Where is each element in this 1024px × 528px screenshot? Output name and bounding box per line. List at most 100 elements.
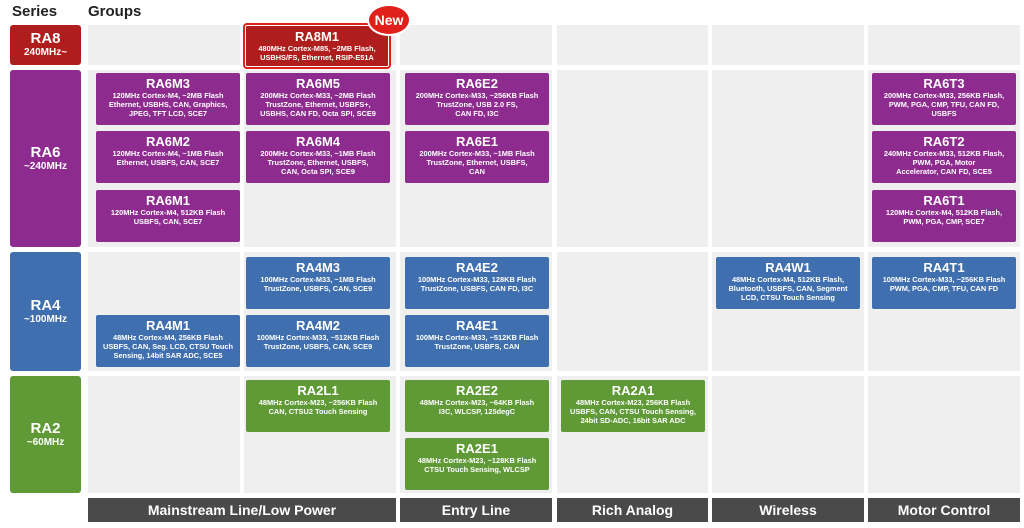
group-description: 100MHz Cortex-M33, ~512KB Flash xyxy=(256,333,380,342)
group-description: 200MHz Cortex-M33, ~1MB Flash xyxy=(419,149,535,158)
group-description: TrustZone, Ethernet, USBFS, xyxy=(426,158,528,167)
group-box: RA2L1 48MHz Cortex-M23, ~256KB Flash CAN, … xyxy=(246,380,390,432)
group-name: RA4M3 xyxy=(295,260,341,275)
group-box: RA6T2 240MHz Cortex-M33, 512KB Flash, PWM,… xyxy=(872,131,1016,183)
group-description: Ethernet, USBHS, CAN, Graphics, xyxy=(108,100,228,109)
group-description: 200MHz Cortex-M33, ~256KB Flash xyxy=(415,91,539,100)
series-speed: ~100MHz xyxy=(23,313,68,325)
group-description: USBFS, CAN, Seg. LCD, CTSU Touch xyxy=(102,342,234,351)
group-name: RA4T1 xyxy=(923,260,965,275)
cell-background xyxy=(88,376,240,493)
series-name: RA4 xyxy=(30,296,61,314)
cell-background xyxy=(557,70,708,247)
cell-background xyxy=(868,376,1020,493)
group-name: RA4E1 xyxy=(456,318,498,333)
group-description: 120MHz Cortex-M4, 512KB Flash xyxy=(110,208,226,217)
group-box: RA6E2 200MHz Cortex-M33, ~256KB Flash Trus… xyxy=(405,73,549,125)
series-box: RA6 ~240MHz xyxy=(10,70,81,247)
group-description: 100MHz Cortex-M33, 128KB Flash xyxy=(417,275,537,284)
group-name: RA6E1 xyxy=(456,134,498,149)
group-box: RA2E1 48MHz Cortex-M23, ~128KB Flash CTSU … xyxy=(405,438,549,490)
group-description: Accelerator, CAN FD, SCE5 xyxy=(896,167,992,176)
group-name: RA2A1 xyxy=(611,383,655,398)
group-description: USBHS, CAN FD, Octa SPI, SCE9 xyxy=(260,109,376,118)
group-description: PWM, PGA, CMP, SCE7 xyxy=(903,217,985,226)
group-description: 100MHz Cortex-M33, ~256KB Flash xyxy=(882,275,1006,284)
cell-background xyxy=(88,25,240,65)
group-name: RA6E2 xyxy=(456,76,498,91)
series-header: Series xyxy=(12,3,58,20)
group-name: RA2E1 xyxy=(456,441,498,456)
group-description: 240MHz Cortex-M33, 512KB Flash, xyxy=(883,149,1005,158)
group-description: TrustZone, USB 2.0 FS, xyxy=(436,100,518,109)
group-description: 48MHz Cortex-M4, 512KB Flash, xyxy=(731,275,845,284)
group-box: RA8M1 480MHz Cortex-M85, ~2MB Flash, USBHS… xyxy=(243,23,391,69)
series-speed: 240MHz~ xyxy=(23,47,68,58)
group-description: 200MHz Cortex-M33, ~2MB Flash xyxy=(260,91,376,100)
group-description: PWM, PGA, CMP, TFU, CAN FD, xyxy=(888,100,1000,109)
group-description: TrustZone, Ethernet, USBFS+, xyxy=(265,100,371,109)
group-name: RA2L1 xyxy=(297,383,339,398)
group-description: 48MHz Cortex-M23, ~64KB Flash xyxy=(419,398,535,407)
group-description: I3C, WLCSP, 125degC xyxy=(438,407,516,416)
group-description: 200MHz Cortex-M33, 256KB Flash, xyxy=(883,91,1005,100)
group-box: RA6M1 120MHz Cortex-M4, 512KB Flash USBFS,… xyxy=(96,190,240,242)
group-name: RA6M1 xyxy=(145,193,191,208)
group-description: 480MHz Cortex-M85, ~2MB Flash, xyxy=(258,44,376,53)
group-name: RA6T2 xyxy=(923,134,965,149)
group-description: JPEG, TFT LCD, SCE7 xyxy=(128,109,208,118)
group-name: RA6M3 xyxy=(145,76,191,91)
column-label: Motor Control xyxy=(868,498,1020,522)
series-speed: ~240MHz xyxy=(23,160,68,172)
cell-background xyxy=(712,70,864,247)
group-description: CAN, Octa SPI, SCE9 xyxy=(281,167,355,176)
groups-header: Groups xyxy=(88,3,142,20)
group-box: RA2A1 48MHz Cortex-M23, 256KB Flash USBFS,… xyxy=(561,380,705,432)
column-label: Rich Analog xyxy=(557,498,708,522)
series-name: RA8 xyxy=(30,30,61,47)
group-description: USBFS, CAN, CTSU Touch Sensing, xyxy=(570,407,696,416)
column-label: Wireless xyxy=(712,498,864,522)
group-description: USBFS, CAN, SCE7 xyxy=(133,217,203,226)
group-description: 100MHz Cortex-M33, ~1MB Flash xyxy=(260,275,376,284)
group-name: RA6M5 xyxy=(295,76,341,91)
group-box: RA6T1 120MHz Cortex-M4, 512KB Flash, PWM, … xyxy=(872,190,1016,242)
group-description: LCD, CTSU Touch Sensing xyxy=(741,293,835,302)
group-description: CTSU Touch Sensing, WLCSP xyxy=(424,465,530,474)
group-description: 120MHz Cortex-M4, ~1MB Flash xyxy=(112,149,224,158)
group-name: RA4E2 xyxy=(456,260,498,275)
group-box: RA6M2 120MHz Cortex-M4, ~1MB Flash Etherne… xyxy=(96,131,240,183)
group-box: RA4M3 100MHz Cortex-M33, ~1MB Flash TrustZ… xyxy=(246,257,390,309)
group-box: RA4E2 100MHz Cortex-M33, 128KB Flash Trust… xyxy=(405,257,549,309)
group-description: Ethernet, USBFS, CAN, SCE7 xyxy=(116,158,220,167)
group-description: TrustZone, Ethernet, USBFS, xyxy=(267,158,369,167)
group-description: CAN FD, I3C xyxy=(455,109,499,118)
group-box: RA4W1 48MHz Cortex-M4, 512KB Flash, Blueto… xyxy=(716,257,860,309)
group-description: TrustZone, USBFS, CAN, SCE9 xyxy=(263,342,373,351)
group-description: 48MHz Cortex-M23, ~128KB Flash xyxy=(417,456,537,465)
cell-background xyxy=(712,25,864,65)
group-description: 24bit SD-ADC, 16bit SAR ADC xyxy=(580,416,686,425)
group-description: Bluetooth, USBFS, CAN, Segment xyxy=(728,284,848,293)
series-name: RA2 xyxy=(30,419,61,437)
group-description: 100MHz Cortex-M33, ~512KB Flash xyxy=(415,333,539,342)
group-description: USBHS/FS, Ethernet, RSIP-E51A xyxy=(260,53,374,62)
cell-background xyxy=(400,25,552,65)
group-name: RA2E2 xyxy=(456,383,498,398)
group-description: PWM, PGA, CMP, TFU, CAN FD xyxy=(889,284,999,293)
group-name: RA4M2 xyxy=(295,318,341,333)
cell-background xyxy=(868,25,1020,65)
series-box: RA8 240MHz~ xyxy=(10,25,81,65)
group-box: RA6E1 200MHz Cortex-M33, ~1MB Flash TrustZ… xyxy=(405,131,549,183)
group-box: RA4M1 48MHz Cortex-M4, 256KB Flash USBFS, … xyxy=(96,315,240,367)
series-name: RA6 xyxy=(30,143,61,161)
group-box: RA4E1 100MHz Cortex-M33, ~512KB Flash Trus… xyxy=(405,315,549,367)
group-description: 48MHz Cortex-M4, 256KB Flash xyxy=(112,333,224,342)
group-name: RA8M1 xyxy=(294,29,340,44)
group-box: RA6M5 200MHz Cortex-M33, ~2MB Flash TrustZ… xyxy=(246,73,390,125)
group-description: USBFS xyxy=(931,109,957,118)
group-name: RA6T1 xyxy=(923,193,965,208)
group-description: TrustZone, USBFS, CAN xyxy=(434,342,520,351)
column-label: Entry Line xyxy=(400,498,552,522)
